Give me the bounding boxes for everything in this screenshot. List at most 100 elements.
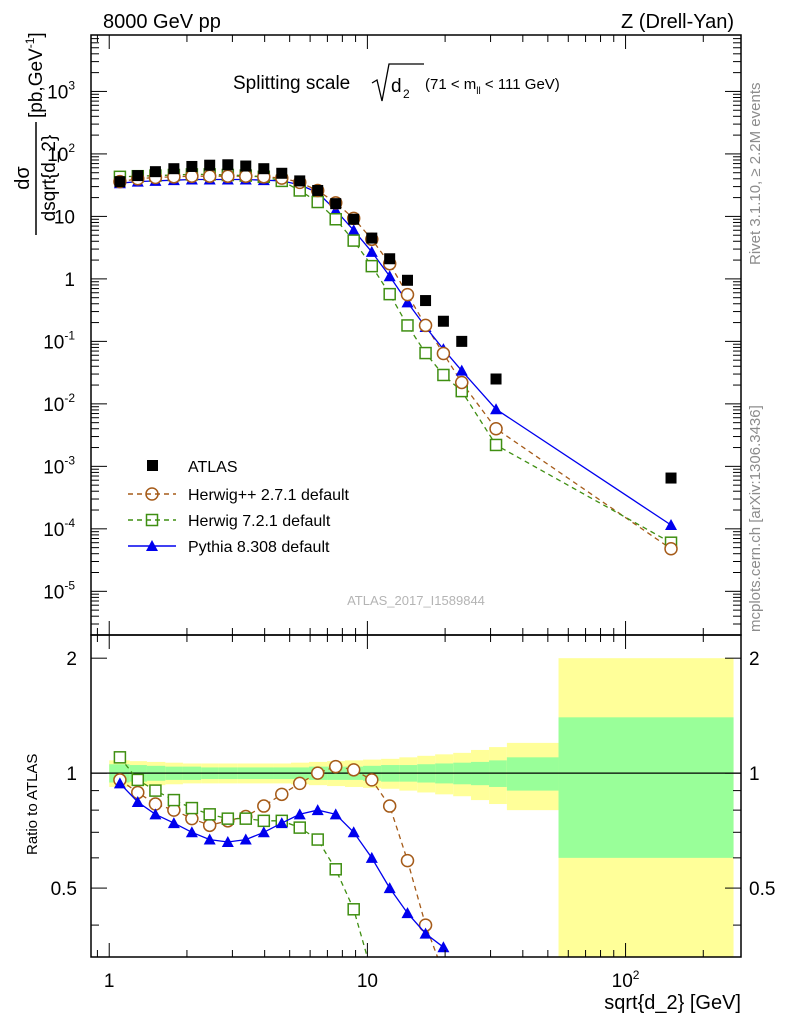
legend-label-atlas: ATLAS bbox=[188, 459, 238, 476]
series-line-herwig-7-2-1-default bbox=[119, 173, 672, 544]
ratio-point-pythia-8-308-default bbox=[293, 808, 306, 820]
data-point-atlas bbox=[384, 253, 396, 265]
ratio-point-herwig-2-7-1-default bbox=[148, 797, 163, 811]
header-left: 8000 GeV pp bbox=[103, 11, 221, 33]
y-tick-label: 10 bbox=[54, 207, 75, 228]
ratio-point-herwig-7-2-1-default bbox=[329, 863, 342, 876]
ratio-point-herwig-7-2-1-default bbox=[113, 751, 127, 764]
data-point-herwig-7-2-1-default bbox=[311, 195, 324, 209]
ratio-point-herwig-7-2-1-default bbox=[311, 833, 324, 846]
data-point-herwig-2-7-1-default bbox=[436, 346, 451, 361]
data-point-herwig-2-7-1-default bbox=[221, 169, 235, 183]
ratio-point-herwig-2-7-1-default bbox=[202, 818, 217, 833]
y-tick-label: 103 bbox=[47, 78, 75, 103]
ratio-point-herwig-7-2-1-default bbox=[239, 812, 253, 825]
data-point-atlas bbox=[168, 163, 180, 175]
ratio-point-herwig-2-7-1-default bbox=[310, 766, 325, 780]
legend-label-pythia: Pythia 8.308 default bbox=[188, 539, 330, 556]
data-point-atlas bbox=[132, 170, 144, 182]
ratio-point-herwig-2-7-1-default bbox=[328, 759, 343, 774]
data-point-atlas bbox=[222, 159, 234, 171]
data-point-atlas bbox=[348, 213, 360, 225]
data-point-herwig-2-7-1-default bbox=[202, 169, 217, 183]
y-tick-label: 10-3 bbox=[43, 453, 75, 478]
legend-marker-herwig7 bbox=[145, 513, 159, 527]
y-tick-label: 10-4 bbox=[43, 516, 75, 541]
data-point-herwig-7-2-1-default bbox=[489, 438, 503, 452]
y-axis-label: dσ dsqrt{d_2} [pb,GeV-1] bbox=[12, 32, 60, 235]
data-point-atlas bbox=[490, 373, 502, 385]
ratio-point-pythia-8-308-default bbox=[365, 851, 378, 863]
data-point-pythia-8-308-default bbox=[347, 224, 360, 236]
data-point-atlas bbox=[330, 198, 342, 210]
data-point-pythia-8-308-default bbox=[329, 204, 342, 216]
ratio-point-pythia-8-308-default bbox=[221, 836, 234, 848]
ratio-point-herwig-7-2-1-default bbox=[293, 821, 306, 834]
ratio-point-pythia-8-308-default bbox=[329, 808, 342, 820]
ratio-point-pythia-8-308-default bbox=[311, 804, 324, 816]
ratio-y-axis-label: Ratio to ATLAS bbox=[24, 754, 41, 855]
analysis-id: ATLAS_2017_I1589844 bbox=[347, 593, 485, 608]
data-point-herwig-7-2-1-default bbox=[419, 346, 432, 360]
ratio-point-herwig-2-7-1-default bbox=[365, 773, 379, 787]
ratio-point-herwig-2-7-1-default bbox=[292, 776, 307, 791]
ratio-panel: 1 10 102 0.5 0.5 1 1 2 2 Ratio to ATLAS sqrt{d_2… bbox=[24, 634, 775, 1014]
ratio-point-herwig-2-7-1-default bbox=[400, 853, 415, 868]
legend-label-herwigpp: Herwig++ 2.7.1 default bbox=[188, 487, 350, 504]
ratio-y-tick-label-right: 2 bbox=[749, 649, 760, 670]
y-tick-label: 10-5 bbox=[43, 578, 75, 603]
ratio-point-herwig-7-2-1-default bbox=[203, 808, 216, 821]
x-tick-label: 102 bbox=[612, 968, 640, 992]
data-point-atlas bbox=[366, 232, 378, 244]
ratio-y-tick-label-left: 0.5 bbox=[51, 879, 77, 900]
plot-title: Splitting scale d 2 (71 < mll < 111 GeV) bbox=[233, 63, 560, 102]
data-point-herwig-7-2-1-default bbox=[401, 319, 414, 332]
x-axis-label: sqrt{d_2} [GeV] bbox=[604, 992, 741, 1014]
ratio-point-pythia-8-308-default bbox=[419, 927, 432, 939]
data-point-atlas bbox=[114, 176, 126, 188]
ratio-point-herwig-2-7-1-default bbox=[346, 763, 361, 777]
plot-title-subscript: 2 bbox=[403, 87, 410, 101]
ratio-frame bbox=[90, 634, 742, 958]
ratio-point-pythia-8-308-default bbox=[275, 817, 288, 829]
ratio-point-pythia-8-308-default bbox=[437, 941, 450, 953]
legend-marker-herwigpp bbox=[145, 487, 159, 501]
y-tick-label: 102 bbox=[47, 141, 75, 166]
ratio-point-pythia-8-308-default bbox=[131, 796, 144, 808]
ratio-data-marks bbox=[113, 751, 450, 957]
data-point-atlas bbox=[665, 472, 677, 484]
data-point-atlas bbox=[149, 166, 161, 178]
ratio-point-herwig-7-2-1-default bbox=[347, 903, 360, 916]
main-panel: 10-5 10-4 10-3 10-2 10-1 1 10 102 103 Splitting … bbox=[12, 32, 742, 636]
y-axis-label-denominator: dsqrt{d_2} bbox=[39, 135, 60, 222]
data-point-atlas bbox=[240, 160, 252, 172]
plot-title-symbol: d bbox=[391, 76, 402, 97]
ratio-y-tick-label-right: 1 bbox=[749, 764, 760, 785]
series-line-herwig-2-7-1-default bbox=[119, 175, 672, 550]
legend-label-herwig7: Herwig 7.2.1 default bbox=[188, 513, 331, 530]
ratio-point-pythia-8-308-default bbox=[113, 777, 126, 789]
ratio-point-herwig-7-2-1-default bbox=[257, 814, 271, 828]
data-point-pythia-8-308-default bbox=[401, 296, 414, 308]
ratio-y-tick-label-left: 2 bbox=[66, 649, 77, 670]
main-data-marks bbox=[113, 159, 678, 556]
ratio-band-inner bbox=[506, 757, 559, 791]
data-point-pythia-8-308-default bbox=[383, 270, 396, 282]
data-point-atlas bbox=[437, 315, 449, 327]
data-point-herwig-7-2-1-default bbox=[383, 287, 396, 301]
y-axis-label-numerator: dσ bbox=[12, 166, 34, 190]
y-tick-label: 10-1 bbox=[43, 328, 75, 353]
ratio-point-pythia-8-308-default bbox=[401, 907, 414, 919]
plot-title-text: Splitting scale bbox=[233, 73, 350, 94]
ratio-uncertainty-bands bbox=[91, 658, 741, 957]
x-tick-label: 10 bbox=[357, 971, 378, 992]
data-point-herwig-2-7-1-default bbox=[664, 542, 678, 556]
data-point-herwig-7-2-1-default bbox=[347, 234, 360, 247]
ratio-y-tick-label-left: 1 bbox=[66, 764, 77, 785]
ratio-point-herwig-7-2-1-default bbox=[221, 812, 235, 825]
ratio-point-pythia-8-308-default bbox=[185, 826, 198, 838]
ratio-y-tick-label-right: 0.5 bbox=[749, 879, 775, 900]
data-point-atlas bbox=[276, 167, 288, 179]
data-point-atlas bbox=[258, 163, 270, 175]
